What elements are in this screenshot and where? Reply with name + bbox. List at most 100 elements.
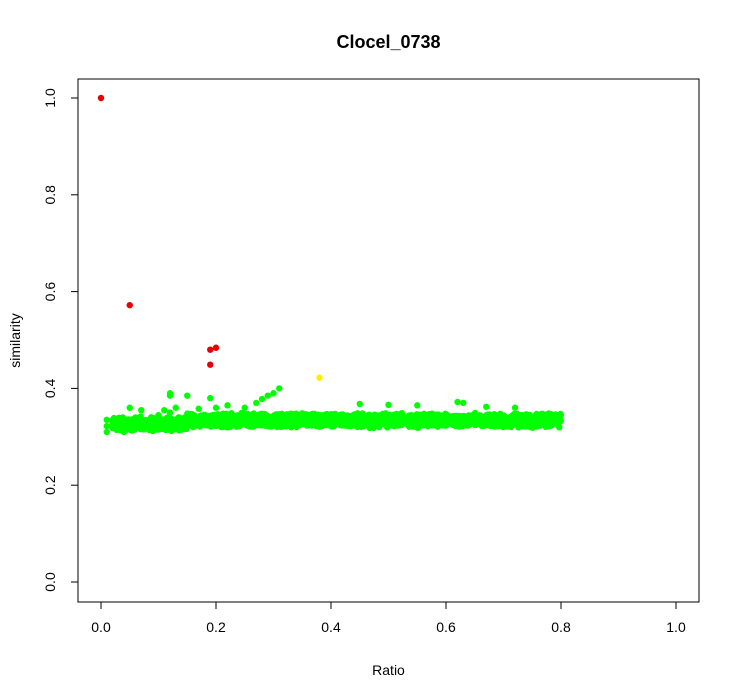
data-point (428, 413, 435, 420)
data-point (494, 412, 501, 420)
data-point (316, 374, 323, 381)
y-tick-label: 0.8 (42, 185, 58, 205)
data-points (97, 94, 564, 436)
data-point (414, 402, 421, 409)
data-point (258, 395, 266, 403)
data-point (258, 422, 265, 429)
data-point (155, 411, 162, 419)
data-point (249, 422, 256, 429)
data-point (527, 416, 534, 423)
data-point (143, 423, 151, 431)
data-point (203, 421, 211, 428)
y-tick-label: 0.2 (42, 475, 58, 495)
data-point (360, 414, 367, 421)
x-axis: 0.0 0.2 0.4 0.6 0.8 1.0 (91, 601, 686, 635)
data-point (547, 410, 554, 418)
data-point (519, 413, 526, 421)
data-point (500, 412, 508, 419)
data-point (333, 417, 341, 424)
data-point (490, 419, 497, 427)
data-point (161, 406, 168, 414)
data-point (385, 401, 392, 409)
data-point (115, 419, 122, 426)
data-point (483, 414, 490, 421)
data-point (434, 423, 441, 430)
data-point (281, 415, 288, 422)
data-point (207, 346, 214, 353)
data-point (166, 409, 174, 416)
data-point (168, 422, 175, 429)
data-point (163, 414, 171, 421)
data-point (250, 410, 257, 417)
data-point (465, 412, 472, 419)
data-point (189, 414, 197, 421)
data-point (305, 412, 313, 420)
data-point (103, 416, 110, 424)
data-point (511, 404, 519, 411)
plot-frame (77, 78, 700, 603)
data-point (383, 423, 390, 430)
data-point (484, 419, 492, 427)
data-point (454, 398, 461, 406)
data-point (126, 404, 133, 411)
data-point (273, 423, 281, 431)
data-point (439, 417, 447, 424)
data-point (212, 404, 220, 411)
data-point (178, 426, 185, 433)
data-point (398, 421, 405, 429)
y-tick-label: 1.0 (42, 88, 58, 108)
data-point (120, 428, 128, 436)
data-point (307, 421, 314, 428)
data-point (224, 402, 231, 409)
data-point (497, 418, 504, 426)
data-point (382, 415, 390, 423)
data-point (229, 418, 236, 425)
data-point (552, 418, 559, 426)
data-point (207, 361, 214, 368)
y-axis-label: similarity (7, 313, 23, 367)
data-point (450, 414, 457, 421)
data-point (97, 94, 105, 102)
data-point (356, 400, 363, 408)
data-point (239, 410, 246, 418)
data-point (544, 415, 552, 422)
data-point (138, 406, 145, 414)
x-tick-label: 0.6 (436, 619, 456, 635)
data-point (269, 418, 276, 425)
data-point (273, 411, 280, 418)
x-tick-label: 1.0 (666, 619, 686, 635)
data-point (433, 411, 440, 418)
data-point (325, 416, 333, 424)
data-point (126, 426, 133, 433)
data-point (253, 399, 260, 407)
data-point (509, 418, 517, 425)
data-point (195, 414, 203, 421)
data-point (176, 418, 183, 425)
data-point (207, 394, 214, 402)
data-point (195, 405, 202, 412)
data-point (460, 415, 467, 423)
data-point (297, 420, 304, 427)
data-point (442, 422, 450, 429)
data-point (426, 418, 433, 425)
data-point (397, 416, 405, 423)
data-point (393, 421, 400, 428)
data-point (145, 418, 152, 425)
x-tick-label: 0.4 (321, 619, 341, 635)
data-point (246, 415, 253, 423)
data-point (460, 399, 467, 407)
data-point (557, 410, 564, 418)
data-point (264, 392, 271, 399)
data-point (132, 414, 139, 421)
data-point (161, 420, 168, 427)
data-point (196, 420, 203, 427)
data-point (172, 404, 179, 411)
data-point (452, 423, 459, 430)
x-tick-label: 0.0 (91, 619, 111, 635)
data-point (536, 412, 543, 419)
data-point (149, 427, 156, 435)
y-axis: 0.0 0.2 0.4 0.6 0.8 1.0 (42, 88, 79, 592)
data-point (109, 420, 116, 427)
data-point (343, 420, 351, 427)
